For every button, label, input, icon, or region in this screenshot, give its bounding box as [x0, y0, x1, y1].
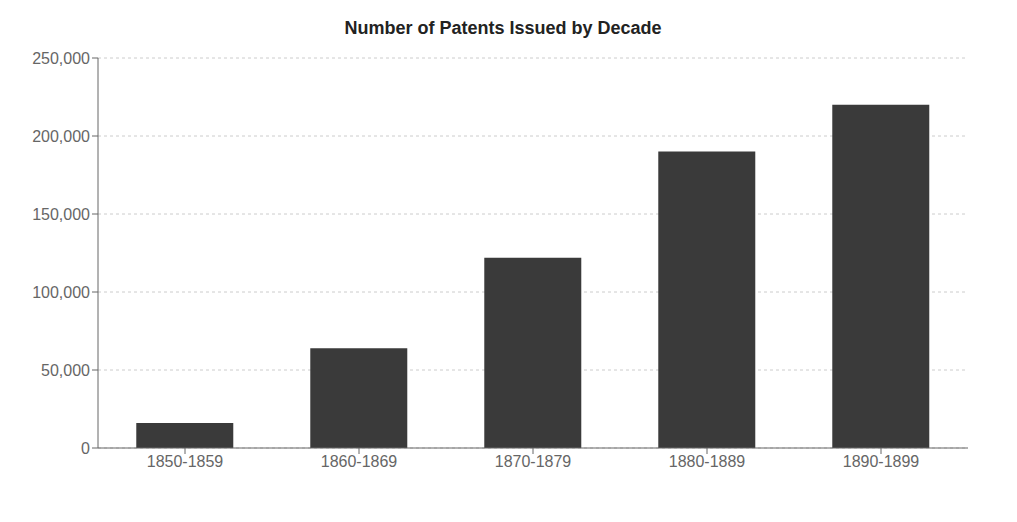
svg-text:50,000: 50,000: [41, 362, 90, 379]
svg-text:200,000: 200,000: [32, 128, 90, 145]
svg-text:1870-1879: 1870-1879: [495, 453, 572, 470]
svg-text:150,000: 150,000: [32, 206, 90, 223]
svg-text:1860-1869: 1860-1869: [321, 453, 398, 470]
svg-text:1850-1859: 1850-1859: [147, 453, 224, 470]
svg-text:250,000: 250,000: [32, 50, 90, 67]
svg-text:1880-1889: 1880-1889: [669, 453, 746, 470]
svg-text:1890-1899: 1890-1899: [843, 453, 920, 470]
svg-text:100,000: 100,000: [32, 284, 90, 301]
html-text:Number of Patents Issued by De: Number of Patents Issued by Decade: [344, 18, 662, 38]
svg-text:0: 0: [81, 440, 90, 457]
